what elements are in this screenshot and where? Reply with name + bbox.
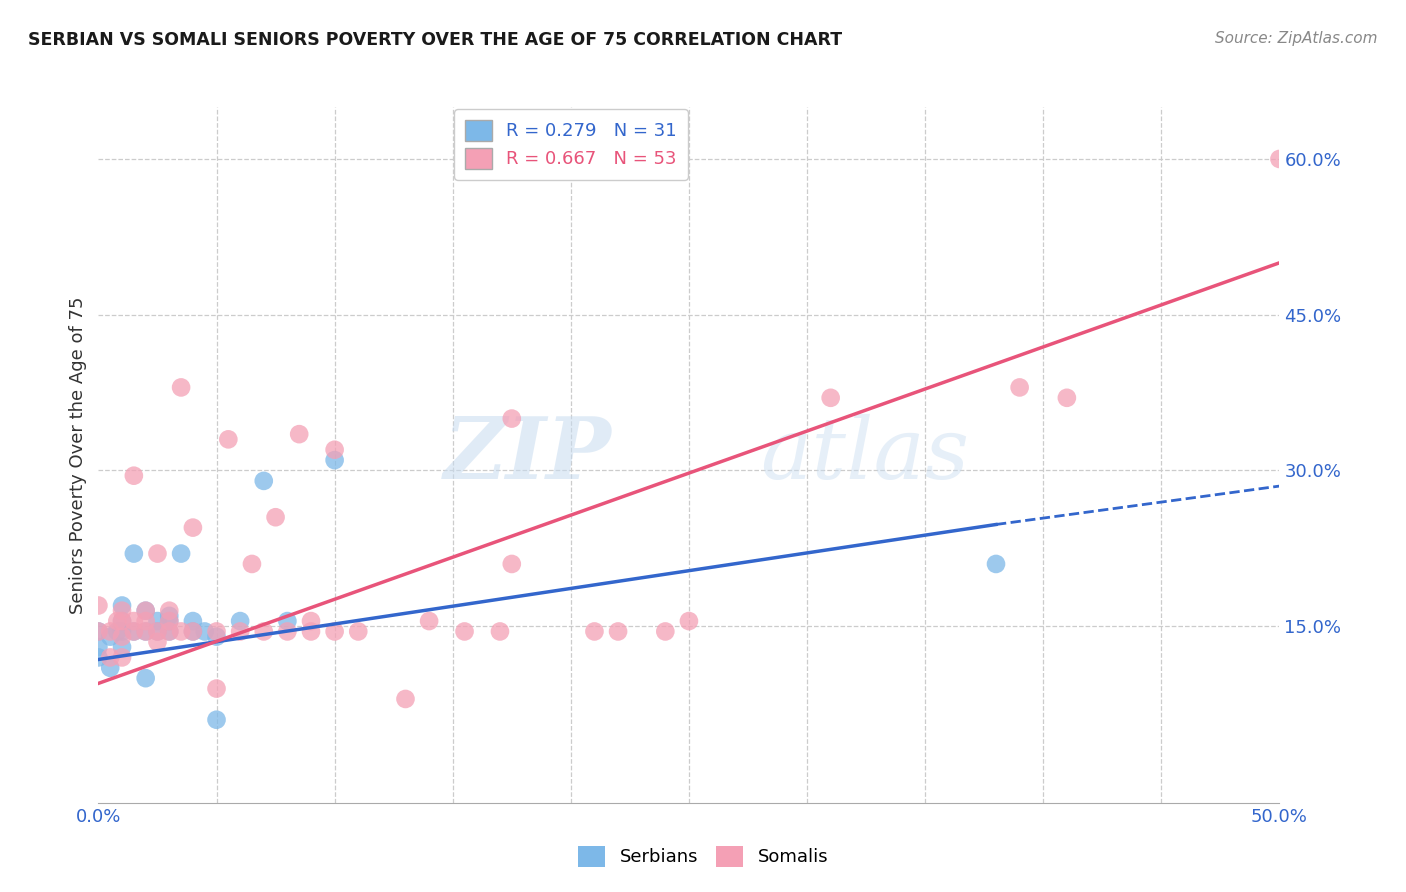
Point — [501, 557, 523, 571]
Point — [87, 650, 110, 665]
Point — [170, 547, 193, 561]
Point — [347, 624, 370, 639]
Legend: R = 0.279   N = 31, R = 0.667   N = 53: R = 0.279 N = 31, R = 0.667 N = 53 — [454, 109, 688, 179]
Point — [87, 624, 110, 639]
Point — [135, 614, 157, 628]
Point — [264, 510, 287, 524]
Point — [194, 624, 217, 639]
Y-axis label: Seniors Poverty Over the Age of 75: Seniors Poverty Over the Age of 75 — [69, 296, 87, 614]
Legend: Serbians, Somalis: Serbians, Somalis — [571, 838, 835, 874]
Point — [1268, 152, 1291, 166]
Point — [170, 380, 193, 394]
Point — [87, 599, 110, 613]
Point — [299, 614, 322, 628]
Point — [984, 557, 1007, 571]
Point — [229, 624, 252, 639]
Point — [111, 604, 134, 618]
Point — [1008, 380, 1031, 394]
Point — [157, 608, 180, 623]
Point — [1056, 391, 1078, 405]
Point — [111, 614, 134, 628]
Point — [135, 604, 157, 618]
Point — [229, 614, 252, 628]
Point — [607, 624, 630, 639]
Point — [135, 624, 157, 639]
Point — [253, 624, 276, 639]
Point — [157, 614, 180, 628]
Point — [146, 635, 169, 649]
Point — [205, 713, 228, 727]
Point — [111, 624, 134, 639]
Point — [181, 624, 204, 639]
Point — [122, 624, 145, 639]
Point — [205, 681, 228, 696]
Point — [323, 453, 346, 467]
Point — [105, 614, 128, 628]
Point — [122, 624, 145, 639]
Point — [146, 614, 169, 628]
Point — [253, 474, 276, 488]
Point — [323, 624, 346, 639]
Point — [217, 433, 239, 447]
Point — [98, 661, 121, 675]
Point — [205, 624, 228, 639]
Point — [181, 624, 204, 639]
Point — [135, 604, 157, 618]
Point — [240, 557, 263, 571]
Point — [299, 624, 322, 639]
Point — [489, 624, 512, 639]
Point — [111, 640, 134, 654]
Point — [205, 630, 228, 644]
Point — [122, 614, 145, 628]
Point — [157, 604, 180, 618]
Point — [418, 614, 440, 628]
Point — [820, 391, 842, 405]
Point — [87, 640, 110, 654]
Point — [111, 630, 134, 644]
Text: Source: ZipAtlas.com: Source: ZipAtlas.com — [1215, 31, 1378, 46]
Text: ZIP: ZIP — [444, 413, 612, 497]
Point — [146, 547, 169, 561]
Point — [678, 614, 700, 628]
Point — [394, 692, 416, 706]
Point — [135, 624, 157, 639]
Point — [181, 520, 204, 534]
Point — [111, 614, 134, 628]
Point — [170, 624, 193, 639]
Point — [111, 599, 134, 613]
Point — [122, 468, 145, 483]
Point — [276, 614, 298, 628]
Point — [181, 614, 204, 628]
Point — [111, 650, 134, 665]
Point — [157, 614, 180, 628]
Point — [135, 671, 157, 685]
Text: atlas: atlas — [759, 414, 969, 496]
Point — [98, 624, 121, 639]
Point — [323, 442, 346, 457]
Point — [157, 624, 180, 639]
Point — [105, 624, 128, 639]
Point — [288, 427, 311, 442]
Point — [87, 624, 110, 639]
Point — [122, 547, 145, 561]
Point — [157, 624, 180, 639]
Point — [501, 411, 523, 425]
Point — [98, 650, 121, 665]
Point — [453, 624, 475, 639]
Point — [654, 624, 676, 639]
Point — [98, 630, 121, 644]
Point — [276, 624, 298, 639]
Point — [583, 624, 606, 639]
Point — [146, 624, 169, 639]
Point — [146, 624, 169, 639]
Text: SERBIAN VS SOMALI SENIORS POVERTY OVER THE AGE OF 75 CORRELATION CHART: SERBIAN VS SOMALI SENIORS POVERTY OVER T… — [28, 31, 842, 49]
